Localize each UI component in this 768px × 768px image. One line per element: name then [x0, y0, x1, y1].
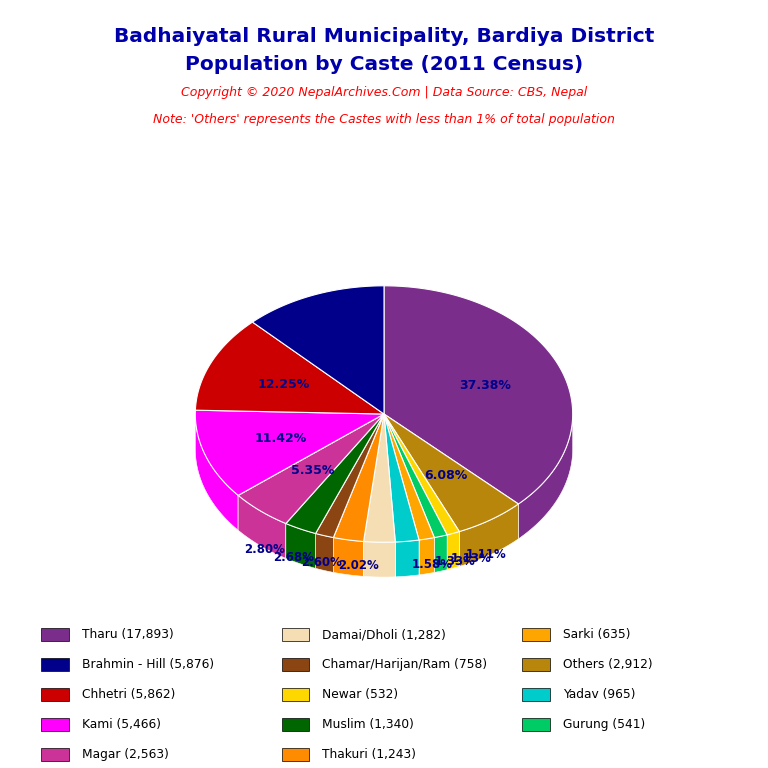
Text: 1.58%: 1.58%: [412, 558, 452, 571]
Text: 2.60%: 2.60%: [301, 556, 342, 569]
FancyBboxPatch shape: [522, 688, 550, 701]
Text: Kami (5,466): Kami (5,466): [81, 718, 161, 731]
Polygon shape: [363, 414, 384, 576]
Polygon shape: [384, 414, 447, 570]
FancyBboxPatch shape: [282, 628, 310, 641]
Polygon shape: [195, 415, 238, 530]
Polygon shape: [384, 414, 396, 577]
Text: 37.38%: 37.38%: [459, 379, 511, 392]
Polygon shape: [518, 415, 573, 539]
Polygon shape: [384, 414, 435, 572]
Polygon shape: [384, 414, 459, 567]
Polygon shape: [286, 524, 316, 568]
Polygon shape: [333, 414, 384, 541]
FancyBboxPatch shape: [282, 718, 310, 731]
Text: Muslim (1,340): Muslim (1,340): [322, 718, 414, 731]
Polygon shape: [384, 414, 447, 538]
FancyBboxPatch shape: [522, 628, 550, 641]
Polygon shape: [363, 414, 384, 576]
Text: Thakuri (1,243): Thakuri (1,243): [322, 748, 416, 761]
Text: 1.11%: 1.11%: [465, 548, 506, 561]
FancyBboxPatch shape: [522, 718, 550, 731]
Polygon shape: [363, 414, 396, 542]
Polygon shape: [286, 414, 384, 558]
Text: 2.80%: 2.80%: [244, 543, 286, 556]
Text: 11.42%: 11.42%: [254, 432, 306, 445]
FancyBboxPatch shape: [41, 718, 68, 731]
Polygon shape: [316, 534, 333, 572]
Text: Damai/Dholi (1,282): Damai/Dholi (1,282): [322, 628, 446, 641]
Text: Sarki (635): Sarki (635): [563, 628, 631, 641]
FancyBboxPatch shape: [282, 748, 310, 761]
Polygon shape: [238, 495, 286, 558]
Text: Chhetri (5,862): Chhetri (5,862): [81, 688, 175, 701]
Polygon shape: [316, 414, 384, 538]
Polygon shape: [384, 414, 518, 531]
Polygon shape: [384, 414, 435, 540]
Polygon shape: [333, 414, 384, 572]
Text: Chamar/Harijan/Ram (758): Chamar/Harijan/Ram (758): [322, 658, 487, 671]
Polygon shape: [238, 414, 384, 530]
Polygon shape: [316, 414, 384, 568]
Polygon shape: [384, 414, 518, 539]
Text: Newar (532): Newar (532): [322, 688, 399, 701]
Polygon shape: [384, 414, 419, 575]
Polygon shape: [384, 414, 396, 577]
FancyBboxPatch shape: [282, 688, 310, 701]
Polygon shape: [459, 504, 518, 567]
Polygon shape: [435, 535, 447, 572]
Polygon shape: [333, 414, 384, 572]
Text: 5.35%: 5.35%: [290, 464, 334, 477]
Polygon shape: [333, 538, 363, 576]
Text: 2.68%: 2.68%: [273, 551, 313, 564]
Text: 12.25%: 12.25%: [258, 378, 310, 391]
Text: 2.02%: 2.02%: [338, 559, 379, 572]
FancyBboxPatch shape: [41, 748, 68, 761]
Polygon shape: [253, 286, 384, 414]
Text: Brahmin - Hill (5,876): Brahmin - Hill (5,876): [81, 658, 214, 671]
Text: Yadav (965): Yadav (965): [563, 688, 635, 701]
Text: Note: 'Others' represents the Castes with less than 1% of total population: Note: 'Others' represents the Castes wit…: [153, 113, 615, 126]
Text: Population by Caste (2011 Census): Population by Caste (2011 Census): [185, 55, 583, 74]
Polygon shape: [384, 414, 518, 539]
Polygon shape: [384, 414, 435, 572]
Polygon shape: [286, 414, 384, 558]
Polygon shape: [419, 538, 435, 575]
FancyBboxPatch shape: [282, 658, 310, 671]
Polygon shape: [396, 540, 419, 577]
FancyBboxPatch shape: [41, 628, 68, 641]
Text: Others (2,912): Others (2,912): [563, 658, 653, 671]
Text: Copyright © 2020 NepalArchives.Com | Data Source: CBS, Nepal: Copyright © 2020 NepalArchives.Com | Dat…: [181, 86, 587, 99]
Polygon shape: [384, 286, 573, 504]
Polygon shape: [286, 414, 384, 534]
Text: 6.08%: 6.08%: [425, 468, 468, 482]
Text: Gurung (541): Gurung (541): [563, 718, 645, 731]
Polygon shape: [384, 414, 459, 535]
Polygon shape: [238, 414, 384, 524]
Polygon shape: [195, 410, 384, 495]
FancyBboxPatch shape: [41, 688, 68, 701]
Text: Badhaiyatal Rural Municipality, Bardiya District: Badhaiyatal Rural Municipality, Bardiya …: [114, 27, 654, 46]
Text: Tharu (17,893): Tharu (17,893): [81, 628, 174, 641]
Polygon shape: [384, 414, 419, 575]
Polygon shape: [238, 414, 384, 530]
Polygon shape: [316, 414, 384, 568]
Text: 1.33%: 1.33%: [435, 555, 475, 568]
Polygon shape: [384, 414, 447, 570]
Text: 1.13%: 1.13%: [451, 552, 492, 564]
FancyBboxPatch shape: [41, 658, 68, 671]
Text: Magar (2,563): Magar (2,563): [81, 748, 168, 761]
FancyBboxPatch shape: [522, 658, 550, 671]
Polygon shape: [447, 531, 459, 570]
Polygon shape: [384, 414, 419, 542]
Text: 12.28%: 12.28%: [316, 339, 369, 352]
Polygon shape: [363, 541, 396, 577]
Polygon shape: [195, 322, 384, 414]
Polygon shape: [384, 414, 459, 567]
